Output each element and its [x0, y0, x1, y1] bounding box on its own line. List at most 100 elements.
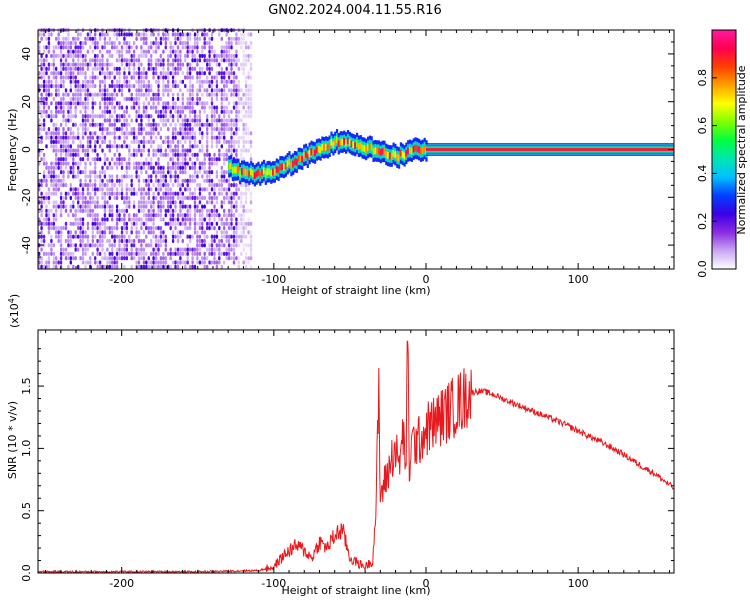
spectrogram-cell	[203, 217, 206, 222]
spectrogram-cell	[101, 170, 104, 175]
spectrogram-cell	[157, 131, 160, 136]
spectrogram-cell	[196, 36, 199, 41]
spectrogram-cell	[218, 114, 221, 119]
spectrogram-cell	[164, 174, 167, 179]
spectrogram-cell	[157, 161, 160, 166]
spectrogram-cell	[103, 32, 107, 37]
spectrogram-cell	[142, 53, 146, 59]
spectrogram-cell	[237, 260, 240, 265]
spectrogram-cell	[45, 191, 48, 196]
spectrogram-cell	[128, 41, 131, 46]
spectrogram-cell	[154, 41, 158, 46]
spectrogram-cell	[235, 131, 238, 136]
spectrogram-cell	[135, 88, 138, 93]
spectrogram-cell	[154, 45, 158, 50]
spectrogram-cell	[145, 170, 148, 175]
spectrogram-cell	[103, 88, 107, 93]
spectrogram-cell	[201, 260, 204, 265]
spectrogram-cell	[89, 32, 92, 37]
signal-cell	[321, 143, 324, 151]
spectrogram-cell	[98, 36, 102, 41]
spectrogram-cell	[249, 200, 253, 205]
spectrogram-cell	[137, 62, 141, 67]
spectrogram-cell	[186, 148, 189, 153]
spectrogram-cell	[91, 226, 94, 231]
spectrogram-cell	[69, 114, 72, 119]
spectrogram-cell	[84, 96, 87, 102]
spectrogram-cell	[223, 92, 226, 97]
spectrogram-cell	[115, 144, 119, 149]
spectrogram-cell	[86, 221, 90, 226]
spectrogram-cell	[240, 157, 243, 162]
spectrogram-cell	[57, 183, 60, 188]
spectrogram-cell	[223, 195, 226, 201]
spectrogram-cell	[150, 127, 153, 132]
spectrogram-cell	[159, 178, 163, 183]
spectrogram-cell	[159, 195, 163, 201]
spectrogram-cell	[91, 41, 94, 46]
spectrogram-cell	[59, 161, 63, 166]
spectrogram-cell	[203, 88, 206, 93]
spectrogram-cell	[181, 105, 184, 110]
spectrogram-cell	[152, 105, 155, 110]
spectrogram-cell	[174, 170, 177, 175]
spectrogram-cell	[208, 161, 211, 166]
spectrogram-cell	[198, 58, 202, 63]
spectrogram-cell	[227, 208, 231, 213]
spectrogram-cell	[213, 118, 216, 123]
spectrogram-cell	[152, 101, 155, 106]
spectrogram-cell	[249, 191, 253, 196]
spectrogram-cell	[213, 157, 216, 162]
spectrogram-cell	[162, 92, 165, 97]
signal-cell	[372, 147, 375, 155]
spectrogram-cell	[235, 238, 238, 244]
spectrogram-cell	[198, 96, 202, 102]
spectrogram-cell	[196, 92, 199, 97]
spectrogram-cell	[154, 58, 158, 63]
spectrogram-cell	[191, 53, 194, 59]
spectrogram-cell	[247, 221, 250, 226]
spectrogram-cell	[174, 204, 177, 209]
spectrogram-cell	[101, 131, 104, 136]
spectrogram-cell	[171, 114, 175, 119]
spectrogram-cell	[174, 148, 177, 153]
spectrogram-cell	[225, 84, 228, 89]
spectrogram-cell	[198, 84, 202, 89]
spectrogram-cell	[179, 161, 182, 166]
signal-cell	[403, 152, 406, 160]
spectrogram-cell	[52, 170, 55, 175]
spectrogram-cell	[89, 213, 92, 218]
spectrogram-cell	[188, 165, 192, 170]
spectrogram-cell	[40, 109, 43, 114]
signal-cell	[414, 144, 417, 152]
spectrogram-cell	[196, 32, 199, 37]
spectrogram-cell	[123, 217, 126, 222]
spectrogram-cell	[147, 88, 150, 93]
spectrogram-cell	[128, 114, 131, 119]
spectrogram-cell	[145, 75, 148, 80]
spectrogram-cell	[42, 243, 46, 248]
spectrogram-cell	[86, 234, 90, 239]
spectrogram-cell	[206, 174, 209, 179]
spectrogram-cell	[176, 247, 180, 252]
spectrogram-cell	[145, 161, 148, 166]
spectrogram-x-ticks: -200 -100 0 100	[45, 30, 670, 286]
spectrogram-cell	[135, 152, 138, 157]
spectrogram-cell	[79, 208, 82, 213]
spectrogram-cell	[91, 114, 94, 119]
spectrogram-cell	[237, 234, 240, 239]
spectrogram-cell	[111, 105, 114, 110]
spectrogram-cell	[42, 105, 46, 110]
spectrogram-cell	[223, 135, 226, 140]
spectrogram-cell	[62, 45, 65, 50]
spectrogram-cell	[145, 105, 148, 110]
spectrogram-cell	[86, 200, 90, 205]
spectrogram-cell	[77, 96, 80, 102]
spectrogram-cell	[89, 204, 92, 209]
signal-cell	[262, 167, 266, 174]
spectrogram-cell	[184, 131, 187, 136]
spectrogram-cell	[84, 75, 87, 80]
spectrogram-cell	[237, 92, 240, 97]
snr-x-ticks: -200 -100 0 100	[45, 330, 670, 590]
spectrogram-cell	[164, 109, 167, 114]
